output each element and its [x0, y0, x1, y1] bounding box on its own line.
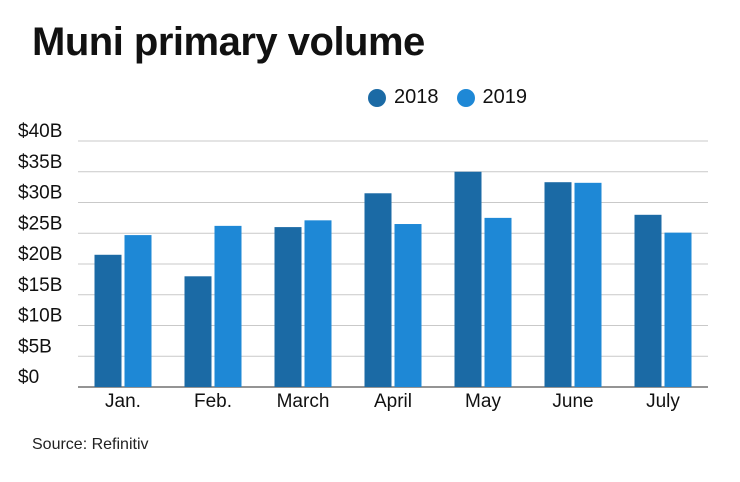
- chart-title: Muni primary volume: [32, 20, 425, 64]
- y-tick-label: $35B: [18, 152, 62, 173]
- bar-2019-2: [304, 220, 332, 387]
- y-tick-label: $20B: [18, 244, 62, 265]
- y-tick-label: $10B: [18, 306, 62, 327]
- bar-2018-1: [184, 276, 212, 387]
- bar-2018-4: [454, 171, 482, 387]
- legend-label-2019: 2019: [482, 86, 528, 108]
- legend-swatch-2018: [368, 88, 386, 107]
- bar-2019-4: [484, 217, 512, 387]
- x-tick-label: Jan.: [105, 391, 141, 412]
- bar-2019-5: [574, 182, 602, 387]
- y-tick-label: $30B: [18, 183, 62, 204]
- x-tick-label: Feb.: [194, 391, 232, 412]
- legend: 2018 2019: [368, 86, 545, 109]
- x-tick-label: March: [277, 391, 330, 412]
- y-tick-label: $5B: [18, 336, 52, 357]
- y-axis-ticks: $0 $5B $10B $15B $20B $25B $30B $35B $40B: [18, 121, 62, 388]
- legend-swatch-2019: [456, 88, 475, 107]
- legend-item-2019: 2019: [456, 86, 528, 109]
- gridlines: [78, 140, 708, 388]
- bar-2018-3: [364, 193, 392, 387]
- bar-2018-2: [274, 227, 302, 387]
- bar-2019-3: [394, 224, 422, 387]
- y-tick-label: $25B: [18, 213, 62, 234]
- x-tick-label: May: [465, 391, 501, 412]
- legend-item-2018: 2018: [368, 86, 439, 109]
- x-tick-label: April: [374, 391, 412, 412]
- x-tick-label: June: [552, 391, 593, 412]
- x-tick-label: July: [646, 391, 680, 412]
- bar-2019-6: [664, 232, 692, 387]
- y-tick-label: $0: [18, 367, 39, 388]
- bar-2018-6: [634, 214, 662, 387]
- y-tick-label: $15B: [18, 275, 62, 296]
- x-axis-ticks: Jan. Feb. March April May June July: [105, 391, 680, 412]
- bar-2019-0: [124, 235, 152, 387]
- bar-2018-5: [544, 182, 572, 387]
- bars: [94, 171, 692, 387]
- y-tick-label: $40B: [18, 121, 62, 142]
- legend-label-2018: 2018: [394, 86, 439, 108]
- bar-2019-1: [214, 225, 242, 387]
- source-note: Source: Refinitiv: [32, 436, 149, 453]
- bar-2018-0: [94, 254, 122, 387]
